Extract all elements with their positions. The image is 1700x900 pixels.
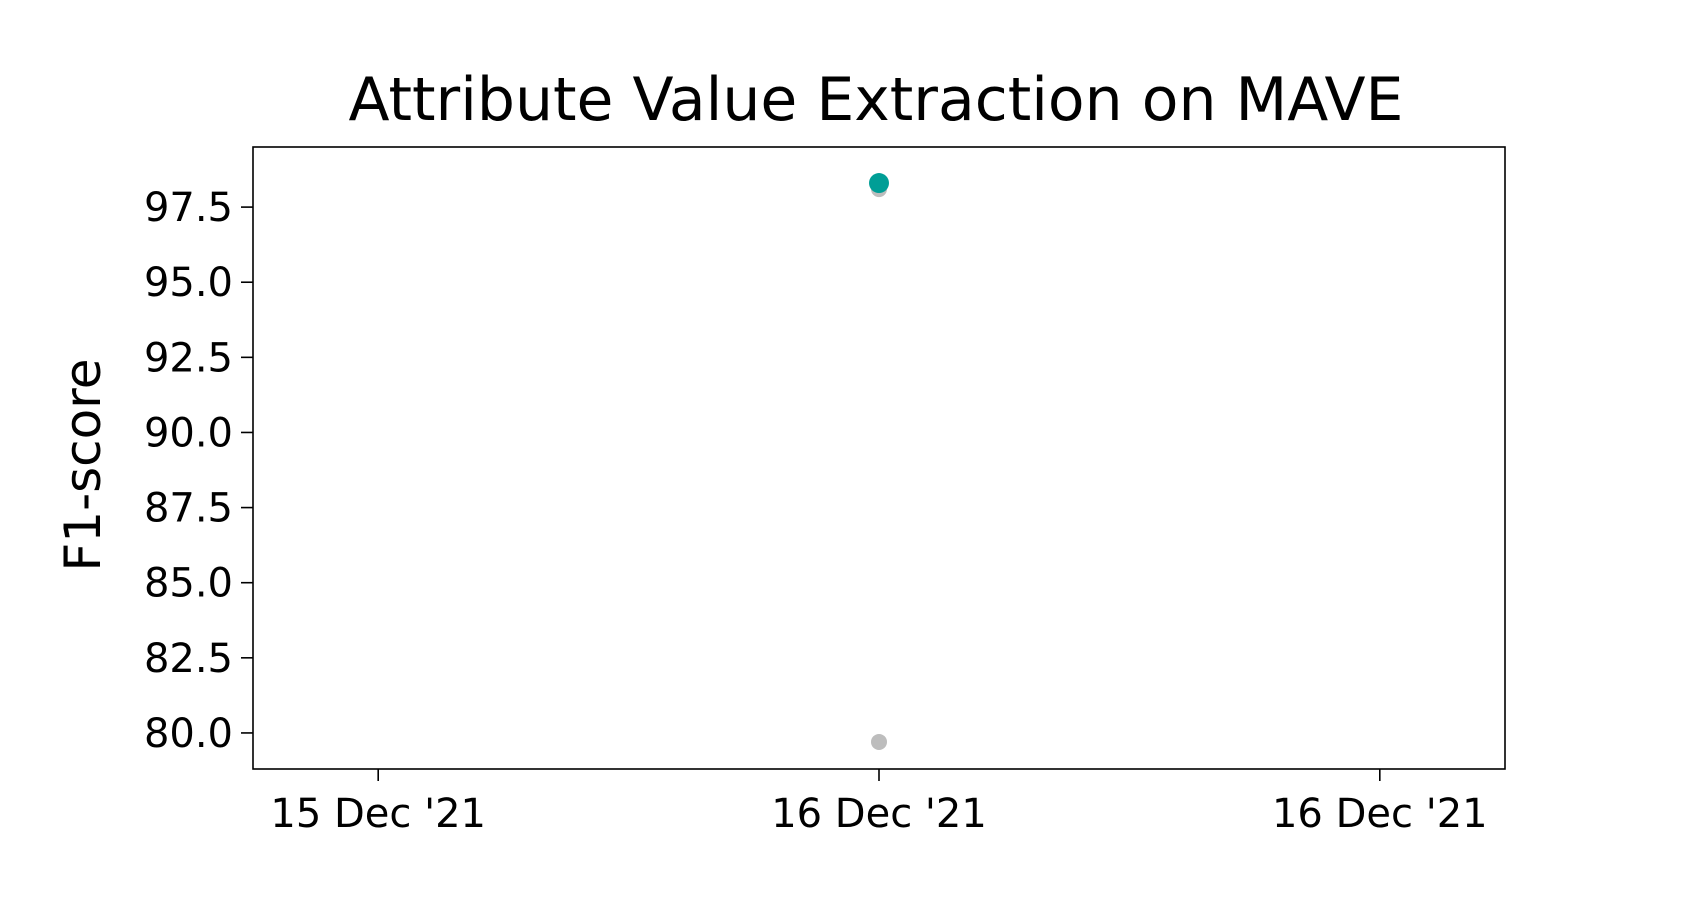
chart-title: Attribute Value Extraction on MAVE (349, 65, 1404, 135)
y-tick-label: 80.0 (144, 711, 233, 757)
y-tick-label: 85.0 (144, 561, 233, 607)
y-tick-label: 92.5 (144, 335, 233, 381)
plot-area-frame (252, 146, 1506, 770)
x-tick-label: 15 Dec '21 (270, 791, 486, 837)
data-point (871, 733, 887, 750)
data-points (869, 173, 889, 750)
highlight-data-point (869, 173, 889, 194)
y-axis-label: F1-score (54, 359, 112, 572)
y-tick-label: 95.0 (144, 260, 233, 306)
y-axis-ticks: 80.0 82.5 85.0 87.5 90.0 92.5 95.0 97.5 (144, 185, 253, 757)
x-axis-ticks: 15 Dec '21 16 Dec '21 16 Dec '21 (270, 769, 1488, 837)
y-tick-label: 97.5 (144, 185, 233, 231)
y-tick-label: 90.0 (144, 410, 233, 456)
x-tick-label: 16 Dec '21 (771, 791, 987, 837)
y-tick-label: 82.5 (144, 636, 233, 682)
y-tick-label: 87.5 (144, 486, 233, 532)
x-tick-label: 16 Dec '21 (1272, 791, 1488, 837)
